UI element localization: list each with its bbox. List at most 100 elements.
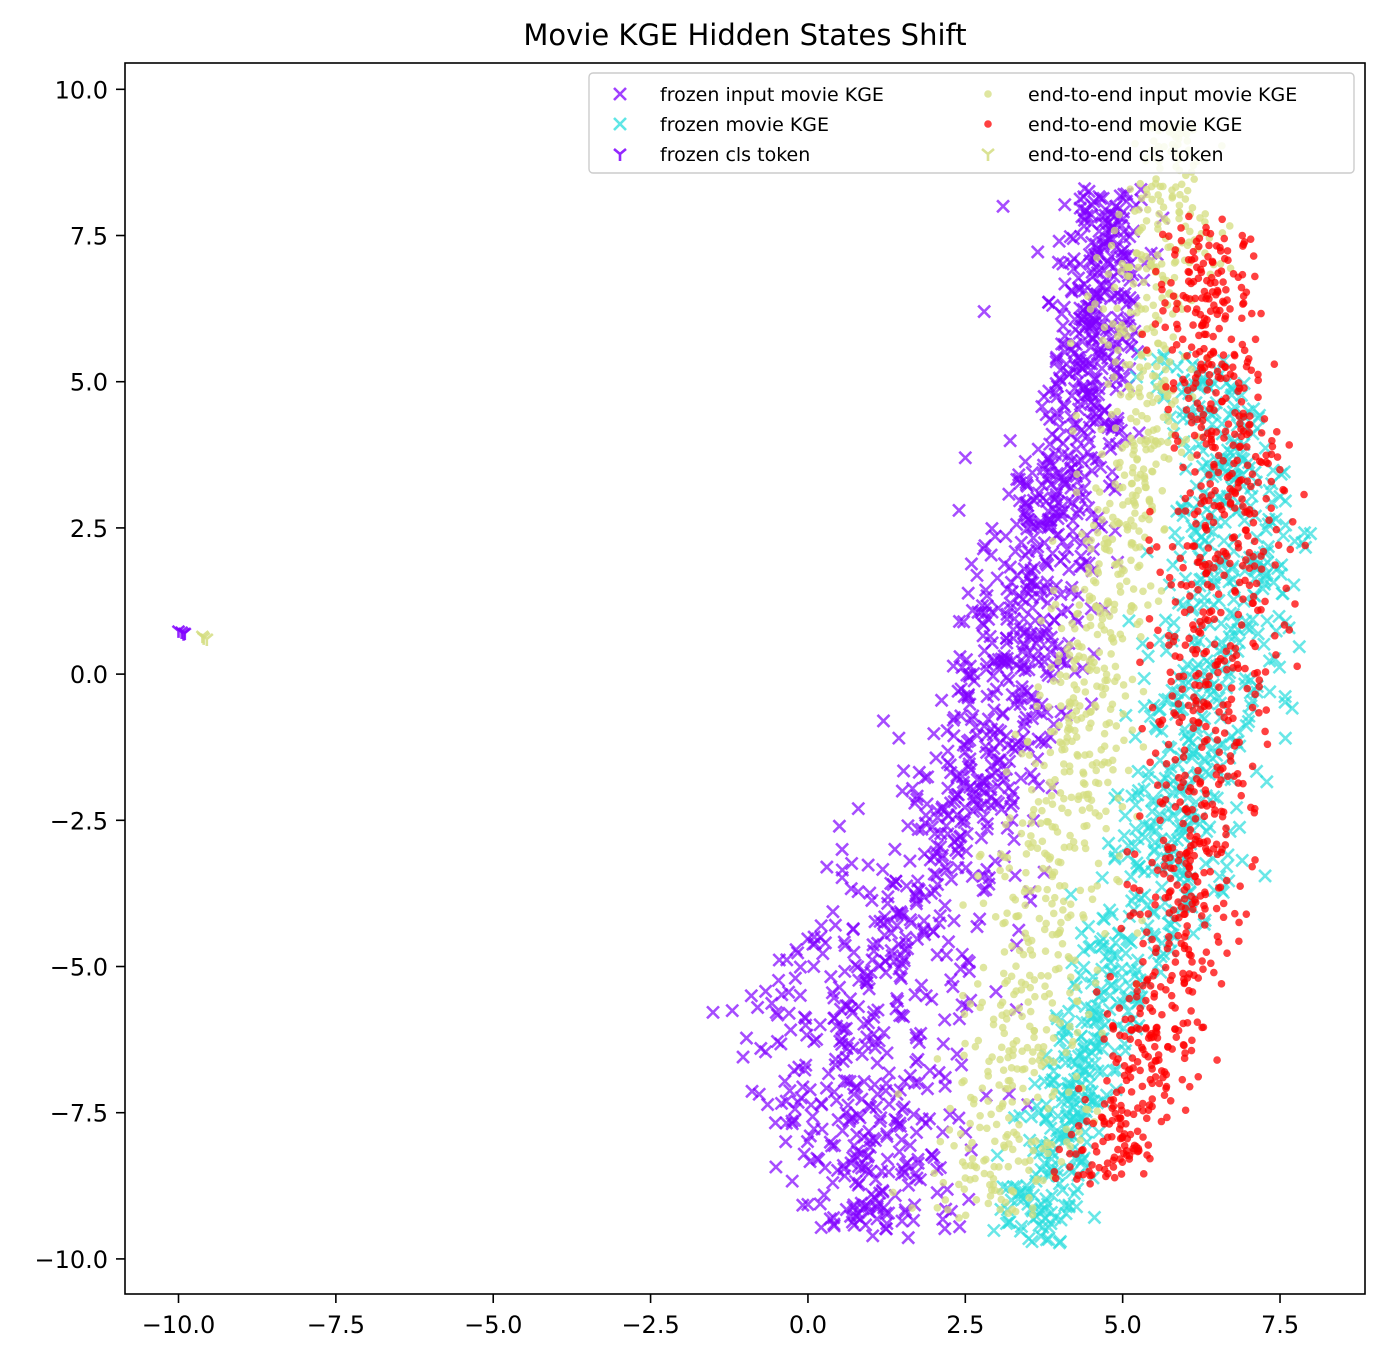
point-end-to-end-movie-kge xyxy=(1173,437,1182,445)
point-end-to-end-movie-kge xyxy=(1268,436,1276,445)
point-end-to-end-input-movie-kge xyxy=(1118,634,1127,643)
point-end-to-end-input-movie-kge xyxy=(1104,341,1113,349)
point-end-to-end-movie-kge xyxy=(1239,300,1247,308)
point-frozen-input-movie-kge xyxy=(873,1114,887,1129)
point-end-to-end-input-movie-kge xyxy=(1115,877,1123,886)
point-end-to-end-movie-kge xyxy=(1138,1043,1146,1052)
point-end-to-end-input-movie-kge xyxy=(1057,702,1065,710)
point-end-to-end-movie-kge xyxy=(1180,1041,1188,1050)
point-end-to-end-movie-kge xyxy=(1200,737,1209,746)
point-end-to-end-movie-kge xyxy=(1179,1019,1187,1028)
point-frozen-input-movie-kge xyxy=(1018,454,1033,469)
legend-box xyxy=(588,72,1355,174)
point-end-to-end-input-movie-kge xyxy=(975,852,984,861)
point-end-to-end-input-movie-kge xyxy=(944,1205,952,1214)
point-end-to-end-movie-kge xyxy=(1088,1161,1096,1169)
point-frozen-input-movie-kge xyxy=(858,1218,873,1232)
point-end-to-end-movie-kge xyxy=(1167,864,1175,872)
point-end-to-end-input-movie-kge xyxy=(1015,1004,1024,1013)
point-end-to-end-movie-kge xyxy=(1123,1134,1132,1143)
point-end-to-end-input-movie-kge xyxy=(1099,305,1108,313)
point-frozen-input-movie-kge xyxy=(1103,291,1118,306)
point-frozen-movie-kge xyxy=(1102,903,1117,917)
point-end-to-end-movie-kge xyxy=(1194,585,1202,594)
point-end-to-end-movie-kge xyxy=(1168,543,1177,551)
point-end-to-end-input-movie-kge xyxy=(1089,521,1098,530)
point-frozen-input-movie-kge xyxy=(947,913,961,928)
point-end-to-end-movie-kge xyxy=(1251,690,1259,699)
point-frozen-input-movie-kge xyxy=(806,959,821,974)
point-end-to-end-input-movie-kge xyxy=(1004,1162,1013,1171)
point-end-to-end-movie-kge xyxy=(1179,563,1187,572)
point-frozen-movie-kge xyxy=(1131,831,1145,846)
point-frozen-input-movie-kge xyxy=(962,667,977,682)
point-end-to-end-movie-kge xyxy=(1212,428,1221,436)
point-end-to-end-input-movie-kge xyxy=(979,899,988,908)
point-end-to-end-movie-kge xyxy=(1162,781,1171,789)
x-tick-label: 5.0 xyxy=(1104,1311,1142,1339)
point-end-to-end-movie-kge xyxy=(1142,346,1151,355)
point-frozen-input-movie-kge xyxy=(952,614,967,629)
point-end-to-end-input-movie-kge xyxy=(1014,1157,1023,1165)
point-end-to-end-movie-kge xyxy=(1184,870,1193,879)
point-end-to-end-input-movie-kge xyxy=(1156,355,1164,364)
point-end-to-end-input-movie-kge xyxy=(1030,1068,1039,1077)
point-end-to-end-input-movie-kge xyxy=(1058,939,1067,948)
point-end-to-end-input-movie-kge xyxy=(1143,399,1151,408)
point-end-to-end-input-movie-kge xyxy=(1113,673,1121,682)
point-frozen-input-movie-kge xyxy=(898,930,913,945)
point-end-to-end-input-movie-kge xyxy=(1009,1188,1018,1196)
point-frozen-input-movie-kge xyxy=(879,1126,894,1141)
point-end-to-end-movie-kge xyxy=(1219,913,1228,922)
point-end-to-end-input-movie-kge xyxy=(955,1214,963,1222)
point-frozen-movie-kge xyxy=(1084,976,1099,991)
point-end-to-end-movie-kge xyxy=(1177,236,1186,245)
point-frozen-movie-kge xyxy=(986,1223,1001,1238)
point-end-to-end-movie-kge xyxy=(1152,267,1160,276)
point-end-to-end-input-movie-kge xyxy=(1119,710,1127,718)
point-end-to-end-movie-kge xyxy=(1109,1102,1118,1111)
point-frozen-input-movie-kge xyxy=(978,606,993,620)
point-frozen-input-movie-kge xyxy=(778,1134,793,1149)
point-end-to-end-movie-kge xyxy=(1250,562,1259,570)
point-frozen-movie-kge xyxy=(1105,948,1120,963)
point-end-to-end-movie-kge xyxy=(1117,1101,1125,1110)
point-frozen-input-movie-kge xyxy=(760,1097,775,1112)
point-end-to-end-movie-kge xyxy=(1171,755,1180,764)
point-end-to-end-movie-kge xyxy=(1251,335,1260,344)
point-end-to-end-input-movie-kge xyxy=(1022,868,1030,877)
point-end-to-end-input-movie-kge xyxy=(1120,566,1128,575)
point-end-to-end-input-movie-kge xyxy=(1105,719,1114,727)
point-end-to-end-input-movie-kge xyxy=(1082,1105,1090,1113)
point-end-to-end-input-movie-kge xyxy=(1072,411,1080,420)
series-end-to-end-input-movie-kge xyxy=(889,119,1235,1222)
point-end-to-end-movie-kge xyxy=(1146,546,1154,555)
point-end-to-end-input-movie-kge xyxy=(1044,703,1053,711)
point-frozen-movie-kge xyxy=(1106,1063,1121,1078)
point-end-to-end-movie-kge xyxy=(1245,421,1253,430)
point-end-to-end-movie-kge xyxy=(1166,853,1174,862)
point-frozen-input-movie-kge xyxy=(947,710,962,725)
point-end-to-end-input-movie-kge xyxy=(1135,527,1143,535)
point-end-to-end-movie-kge xyxy=(1176,653,1184,662)
point-end-to-end-movie-kge xyxy=(1165,232,1173,241)
point-frozen-input-movie-kge xyxy=(800,1197,815,1212)
point-end-to-end-movie-kge xyxy=(1189,321,1197,329)
point-end-to-end-movie-kge xyxy=(1202,722,1210,731)
point-end-to-end-movie-kge xyxy=(1123,847,1132,856)
point-end-to-end-movie-kge xyxy=(1169,385,1178,393)
point-end-to-end-movie-kge xyxy=(1155,1079,1164,1088)
point-end-to-end-movie-kge xyxy=(1221,315,1229,323)
point-end-to-end-input-movie-kge xyxy=(991,913,1000,921)
point-frozen-movie-kge xyxy=(1124,894,1139,908)
point-end-to-end-movie-kge xyxy=(1197,423,1206,432)
point-end-to-end-movie-kge xyxy=(1257,309,1265,318)
point-end-to-end-input-movie-kge xyxy=(961,1039,969,1048)
point-frozen-input-movie-kge xyxy=(930,1185,945,1200)
point-frozen-input-movie-kge xyxy=(950,1047,964,1061)
point-end-to-end-input-movie-kge xyxy=(1117,267,1125,276)
point-end-to-end-input-movie-kge xyxy=(1048,872,1057,881)
point-end-to-end-movie-kge xyxy=(1181,641,1190,649)
point-end-to-end-movie-kge xyxy=(1114,1145,1122,1154)
point-end-to-end-movie-kge xyxy=(1110,1173,1119,1182)
